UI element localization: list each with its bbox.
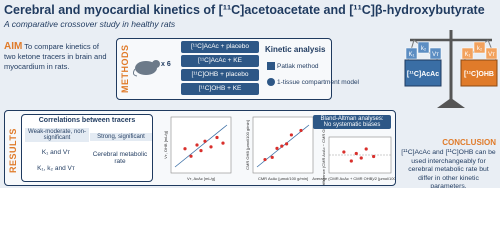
data-point: [280, 144, 284, 148]
bland-altman-title: Bland-Altman analyses:: [320, 116, 384, 122]
condition: [¹¹C]AcAc + placebo: [181, 41, 259, 53]
data-point: [195, 143, 199, 147]
param-label: k₂: [477, 46, 483, 52]
graphical-abstract: Cerebral and myocardial kinetics of [¹¹C…: [0, 0, 500, 188]
data-point: [359, 156, 363, 160]
data-point: [263, 157, 267, 162]
data-point: [364, 147, 368, 151]
plot-frame: [252, 116, 314, 174]
result-plots: Vᴛ, AcAc [mL/g] Vᴛ, OHB [mL/g] CMR AcAc [µ…: [163, 116, 395, 185]
data-point: [289, 133, 293, 137]
param-label: Vᴛ: [432, 52, 439, 58]
param-label: k₂: [421, 46, 427, 52]
y-axis-label: CMR OHB [µmol/100 g/min]: [245, 120, 250, 170]
weak-item: K₁ and Vᴛ: [41, 149, 71, 156]
param-label: K₁: [408, 52, 414, 58]
x-axis-label: Vᴛ, AcAc [mL/g]: [187, 176, 215, 181]
trend-line: [174, 124, 228, 168]
param-tile: [461, 47, 474, 60]
aim-label: AIM: [4, 41, 23, 52]
subtitle: A comparative crossover study in healthy…: [4, 19, 176, 29]
scale-left-label: [¹¹C]AcAc: [407, 71, 439, 78]
x-axis-label: Average (CMR AcAc + CMR OHB)/2 [µmol/100…: [312, 176, 395, 181]
y-axis-label: Difference (CMR AcAc − CMR OHB): [321, 122, 326, 185]
condition: [¹¹C]AcAc + KE: [181, 55, 259, 67]
data-point: [183, 147, 187, 151]
conclusion-label: CONCLUSION: [442, 138, 496, 147]
results-panel: RESULTS Correlations between tracers Wea…: [4, 110, 396, 186]
plot-frame: [170, 116, 232, 174]
strong-label: Strong, significant: [90, 133, 152, 141]
param-tile: [485, 47, 498, 60]
scale-right-label: [¹¹C]OHB: [464, 71, 494, 78]
results-label: RESULTS: [8, 128, 18, 173]
condition: [¹¹C]OHB + KE: [181, 83, 259, 95]
data-point: [215, 135, 219, 140]
weak-item: K₁, k₂ and Vᴛ: [37, 165, 75, 172]
param-tile: [417, 41, 430, 54]
analysis-item: 1-tissue compartment model: [277, 79, 360, 86]
analysis-icons: [267, 62, 275, 86]
animal-count: x 6: [161, 61, 171, 68]
data-point: [275, 146, 279, 150]
param-label: K₁: [464, 52, 470, 58]
y-axis-label: Vᴛ, OHB [mL/g]: [163, 131, 168, 159]
strong-item: Cerebral metabolic rate: [92, 151, 148, 165]
correlations-title: Correlations between tracers: [38, 117, 136, 124]
conclusion-text: [¹¹C]AcAc and [¹¹C]OHB can be used inter…: [401, 149, 496, 188]
data-point: [372, 154, 376, 159]
data-point: [209, 145, 213, 149]
condition: [¹¹C]OHB + placebo: [181, 69, 259, 81]
title: Cerebral and myocardial kinetics of [¹¹C…: [4, 3, 485, 17]
data-point: [199, 149, 203, 153]
param-tile: [405, 47, 418, 60]
data-point: [203, 139, 207, 143]
data-point: [349, 159, 353, 163]
correlations-box: Correlations between tracers Weak-modera…: [21, 114, 153, 182]
param-label: Vᴛ: [488, 52, 495, 58]
weak-label: Weak-moderate, non-significant: [25, 128, 89, 142]
bland-altman-box: Bland-Altman analyses: No systematic bia…: [313, 115, 391, 129]
param-tile: [473, 41, 486, 54]
data-point: [299, 128, 303, 133]
aim-block: AIM To compare kinetics of two ketone tr…: [4, 42, 110, 72]
data-point: [270, 155, 274, 159]
aim-text: To compare kinetics of two ketone tracer…: [4, 42, 107, 71]
analysis-title: Kinetic analysis: [265, 45, 326, 54]
rat-icon: [133, 60, 160, 77]
methods-label: METHODS: [120, 44, 130, 94]
param-tile: [429, 47, 442, 60]
data-point: [285, 142, 289, 146]
x-axis-label: CMR AcAc [µmol/100 g/min]: [258, 176, 308, 181]
data-point: [342, 150, 346, 154]
data-point: [221, 141, 225, 145]
data-point: [354, 151, 358, 156]
analysis-item: Patlak method: [277, 63, 319, 70]
bland-altman-subtitle: No systematic biases: [323, 122, 381, 128]
balance-scale: [¹¹C]AcAc [¹¹C]OHB K₁ k₂ Vᴛ K₁ k₂ Vᴛ: [404, 30, 498, 108]
data-point: [189, 154, 193, 158]
methods-panel: METHODS x 6 [¹¹C]AcAc + placebo [¹¹C]AcA…: [116, 38, 360, 100]
